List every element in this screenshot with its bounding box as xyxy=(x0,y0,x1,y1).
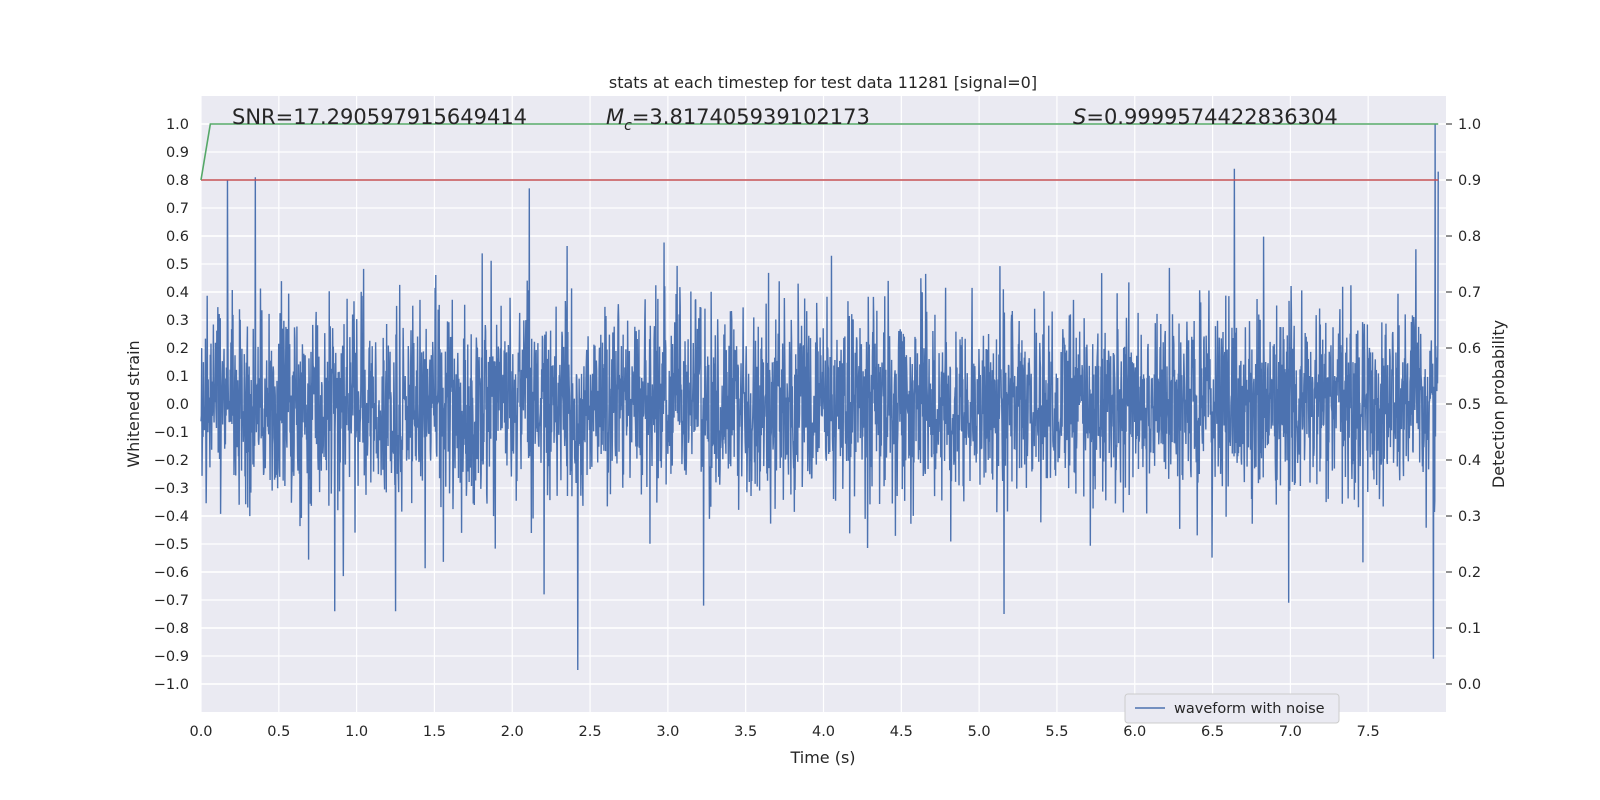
y-tick-label: −0.5 xyxy=(154,537,189,553)
x-tick-label: 4.5 xyxy=(890,724,913,740)
y-tick-label: 0.4 xyxy=(166,285,189,301)
waveform-line xyxy=(200,123,1439,671)
legend-box xyxy=(1124,693,1340,724)
score-symbol: S xyxy=(1073,105,1086,129)
x-axis-ticks: 0.0 0.5 1.0 1.5 2.0 2.5 3.0 3.5 4.0 4.5 5.0 5.5 6.0 6… xyxy=(189,724,1379,740)
y-tick-label: 0.3 xyxy=(166,313,189,329)
chirp-mass-annotation: Mc=3.817405939102173 xyxy=(606,105,870,134)
chirp-mass-symbol: M xyxy=(606,105,624,129)
y-tick-label: 0.7 xyxy=(166,201,189,217)
y2-tick-label: 0.1 xyxy=(1458,621,1481,637)
x-tick-label: 1.5 xyxy=(423,724,446,740)
x-tick-label: 5.5 xyxy=(1045,724,1068,740)
x-tick-label: 3.0 xyxy=(656,724,679,740)
y2-tick-label: 0.6 xyxy=(1458,341,1481,357)
chirp-mass-value: =3.817405939102173 xyxy=(632,105,870,129)
y2-tick-label: 0.9 xyxy=(1458,173,1481,189)
y-tick-label: 0.8 xyxy=(166,173,189,189)
y2-tick-label: 0.0 xyxy=(1458,677,1481,693)
y-axis-label: Whitened strain xyxy=(124,340,143,467)
probability-series xyxy=(200,123,1439,181)
y2-axis-label: Detection probability xyxy=(1489,320,1508,488)
y-tick-label: −0.4 xyxy=(154,509,189,525)
x-tick-label: 0.0 xyxy=(189,724,212,740)
y2-tick-label: 0.4 xyxy=(1458,453,1481,469)
x-tick-label: 0.5 xyxy=(267,724,290,740)
y-tick-label: −0.7 xyxy=(154,593,189,609)
y-tick-label: −0.6 xyxy=(154,565,189,581)
y2-tick-label: 0.8 xyxy=(1458,229,1481,245)
y-tick-label: 0.0 xyxy=(166,397,189,413)
x-tick-label: 7.0 xyxy=(1279,724,1302,740)
y-tick-label: 0.6 xyxy=(166,229,189,245)
x-tick-label: 7.5 xyxy=(1357,724,1380,740)
y-tick-label: −0.8 xyxy=(154,621,189,637)
y-tick-label: 0.9 xyxy=(166,145,189,161)
y2-tick-label: 0.7 xyxy=(1458,285,1481,301)
y-tick-label: −0.1 xyxy=(154,425,189,441)
x-axis-label: Time (s) xyxy=(789,748,855,767)
x-tick-label: 2.5 xyxy=(579,724,602,740)
y-tick-label: 0.1 xyxy=(166,369,189,385)
y-tick-label: 1.0 xyxy=(166,117,189,133)
x-tick-label: 4.0 xyxy=(812,724,835,740)
y2-tick-label: 0.2 xyxy=(1458,565,1481,581)
x-tick-label: 6.5 xyxy=(1201,724,1224,740)
score-annotation: S=0.9999574422836304 xyxy=(1073,105,1338,129)
x-tick-label: 6.0 xyxy=(1123,724,1146,740)
y-tick-label: −0.2 xyxy=(154,453,189,469)
x-tick-label: 1.0 xyxy=(345,724,368,740)
legend-label-waveform: waveform with noise xyxy=(1174,701,1325,717)
snr-annotation: SNR=17.290597915649414 xyxy=(232,105,527,129)
x-tick-label: 3.5 xyxy=(734,724,757,740)
y2-tick-label: 0.5 xyxy=(1458,397,1481,413)
y-tick-label: −0.3 xyxy=(154,481,189,497)
y-tick-label: 0.2 xyxy=(166,341,189,357)
y-tick-label: 0.5 xyxy=(166,257,189,273)
legend: waveform with noise xyxy=(1124,693,1340,724)
waveform-series xyxy=(200,123,1439,671)
chirp-mass-subscript: c xyxy=(624,118,632,134)
y-axis-ticks: 1.0 0.9 0.8 0.7 0.6 0.5 0.4 0.3 0.2 0.1 0.0 −0.1 −0.… xyxy=(154,117,189,693)
x-tick-label: 2.0 xyxy=(501,724,524,740)
y2-axis-ticks: 1.0 0.9 0.8 0.7 0.6 0.5 0.4 0.3 0.2 0.1 0.0 xyxy=(1446,117,1481,693)
y2-tick-label: 1.0 xyxy=(1458,117,1481,133)
y2-tick-label: 0.3 xyxy=(1458,509,1481,525)
y-tick-label: −0.9 xyxy=(154,649,189,665)
score-value: =0.9999574422836304 xyxy=(1086,105,1337,129)
y-tick-label: −1.0 xyxy=(154,677,189,693)
detection-probability-line xyxy=(200,123,1439,181)
chart-title: stats at each timestep for test data 112… xyxy=(609,73,1037,92)
x-tick-label: 5.0 xyxy=(968,724,991,740)
